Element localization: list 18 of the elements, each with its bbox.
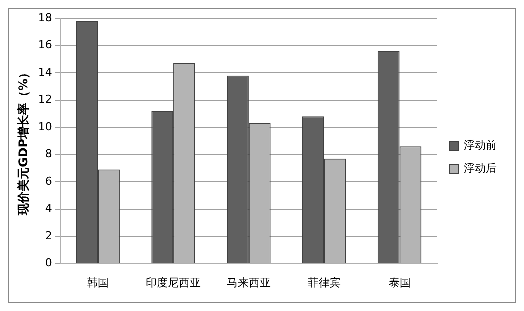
x-tick-label: 韩国 <box>87 276 110 290</box>
y-tick-label: 8 <box>45 148 52 161</box>
x-tick-label: 菲律宾 <box>308 276 341 290</box>
y-tick-label: 12 <box>38 93 52 106</box>
y-tick-label: 2 <box>45 229 52 242</box>
y-axis-title: 现价美元GDP增长率（%） <box>16 66 30 217</box>
y-tick-label: 10 <box>38 120 52 134</box>
y-tick-label: 4 <box>45 202 52 216</box>
y-tick-label: 16 <box>38 38 52 52</box>
legend-label: 浮动后 <box>464 162 497 175</box>
x-tick-label: 马来西亚 <box>226 276 271 290</box>
y-tick-label: 0 <box>45 256 52 270</box>
y-tick-label: 6 <box>45 174 52 188</box>
y-tick-label: 14 <box>38 66 52 79</box>
x-tick-label: 泰国 <box>388 276 411 290</box>
legend-label: 浮动前 <box>464 138 497 152</box>
x-tick-label: 印度尼西亚 <box>146 276 202 290</box>
y-tick-label: 18 <box>38 11 52 24</box>
